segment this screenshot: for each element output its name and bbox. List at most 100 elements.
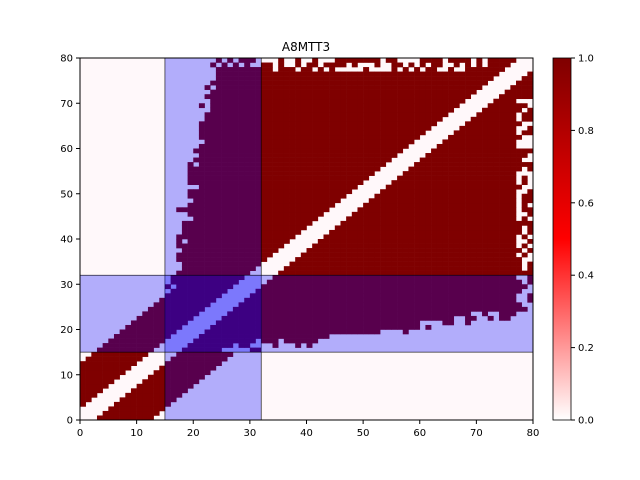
heatmap-cell [215, 257, 222, 262]
heatmap-cell [351, 107, 358, 113]
heatmap-cell [470, 225, 477, 231]
heatmap-cells [80, 58, 534, 421]
heatmap-cell [204, 229, 211, 235]
heatmap-cell [204, 293, 211, 299]
heatmap-cell [198, 370, 205, 376]
heatmap-cell [255, 98, 262, 104]
heatmap-cell [363, 171, 370, 176]
heatmap-cell [368, 257, 375, 262]
heatmap-cell [278, 153, 285, 158]
heatmap-cell [244, 220, 251, 226]
heatmap-cell [227, 112, 234, 118]
heatmap-cell [261, 103, 268, 109]
heatmap-cell [283, 71, 290, 77]
heatmap-cell [425, 297, 432, 303]
heatmap-cell [232, 243, 239, 249]
heatmap-cell [431, 153, 438, 158]
heatmap-cell [448, 184, 455, 190]
heatmap-cell [504, 193, 511, 199]
heatmap-cell [476, 189, 483, 195]
heatmap-cell [510, 98, 517, 104]
heatmap-cell [527, 76, 534, 81]
heatmap-cell [221, 216, 228, 222]
heatmap-cell [198, 193, 205, 199]
heatmap-cell [499, 98, 505, 104]
heatmap-cell [295, 189, 302, 195]
heatmap-cell [482, 166, 488, 172]
heatmap-cell [147, 406, 154, 412]
heatmap-cell [295, 216, 302, 222]
heatmap-cell [329, 293, 336, 299]
heatmap-cell [482, 125, 488, 131]
heatmap-cell [215, 89, 222, 95]
heatmap-cell [408, 252, 415, 258]
heatmap-cell [487, 243, 494, 249]
heatmap-cell [363, 162, 370, 167]
heatmap-cell [261, 329, 268, 335]
heatmap-cell [459, 134, 466, 140]
heatmap-cell [193, 207, 200, 213]
heatmap-cell [408, 116, 415, 122]
heatmap-cell [408, 112, 415, 118]
heatmap-cell [289, 220, 296, 226]
heatmap-cell [334, 302, 341, 308]
heatmap-cell [232, 220, 239, 226]
heatmap-cell [470, 302, 477, 308]
heatmap-cell [425, 211, 432, 217]
heatmap-cell [346, 171, 353, 176]
heatmap-cell [425, 85, 432, 90]
heatmap-cell [159, 406, 166, 412]
heatmap-cell [391, 67, 398, 72]
heatmap-cell [300, 288, 307, 294]
heatmap-cell [323, 162, 330, 167]
heatmap-cell [402, 252, 409, 258]
heatmap-cell [442, 243, 449, 249]
heatmap-cell [159, 324, 166, 330]
heatmap-cell [476, 211, 483, 217]
heatmap-cell [334, 234, 341, 240]
heatmap-cell [147, 338, 154, 344]
heatmap-cell [317, 130, 324, 136]
heatmap-cell [431, 180, 438, 185]
heatmap-cell [278, 121, 285, 127]
heatmap-cell [232, 261, 239, 267]
heatmap-cell [334, 153, 341, 158]
heatmap-cell [272, 225, 279, 231]
heatmap-cell [436, 234, 443, 240]
heatmap-cell [295, 302, 302, 308]
heatmap-cell [476, 130, 483, 136]
heatmap-cell [357, 207, 364, 213]
heatmap-cell [278, 189, 285, 195]
heatmap-cell [499, 148, 505, 154]
heatmap-cell [283, 270, 290, 276]
heatmap-cell [351, 125, 358, 131]
heatmap-cell [164, 361, 171, 366]
heatmap-cell [221, 80, 228, 86]
heatmap-cell [142, 329, 149, 335]
heatmap-cell [153, 370, 160, 376]
heatmap-cell [198, 125, 205, 131]
heatmap-cell [295, 220, 302, 226]
heatmap-cell [436, 76, 443, 81]
heatmap-cell [312, 279, 319, 285]
heatmap-cell [357, 270, 364, 276]
heatmap-cell [363, 89, 370, 95]
heatmap-cell [351, 315, 358, 321]
heatmap-cell [504, 207, 511, 213]
heatmap-cell [193, 361, 200, 366]
heatmap-cell [414, 80, 421, 86]
heatmap-cell [142, 401, 149, 407]
heatmap-cell [414, 257, 421, 262]
heatmap-cell [108, 370, 115, 376]
heatmap-cell [136, 392, 143, 398]
heatmap-cell [442, 229, 449, 235]
heatmap-cell [368, 261, 375, 267]
heatmap-cell [215, 220, 222, 226]
heatmap-cell [402, 89, 409, 95]
heatmap-cell [261, 94, 268, 100]
heatmap-cell [278, 329, 285, 335]
heatmap-cell [442, 143, 449, 149]
heatmap-cell [306, 293, 313, 299]
heatmap-cell [266, 148, 273, 154]
heatmap-cell [176, 311, 183, 317]
